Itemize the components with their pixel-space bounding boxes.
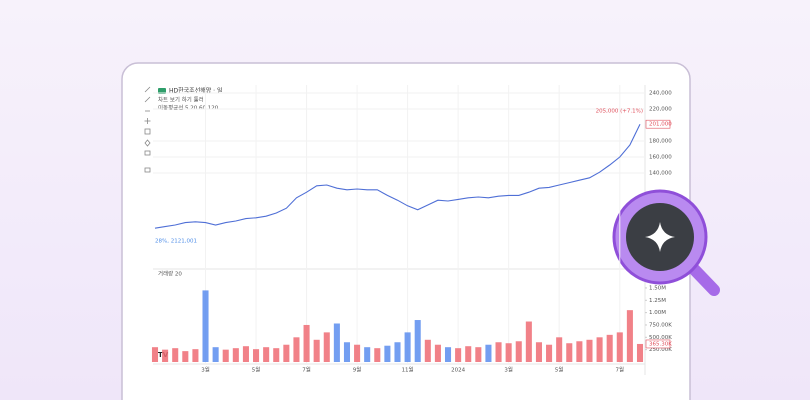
volume-bar xyxy=(606,334,613,362)
volume-bar xyxy=(283,344,290,362)
volume-bar xyxy=(505,343,512,362)
volume-bar xyxy=(636,343,644,362)
y-tick-label: 180,000 xyxy=(649,139,672,145)
price-tag-box xyxy=(645,119,671,129)
volume-bar xyxy=(616,332,623,362)
volume-bar xyxy=(313,339,320,362)
volume-bar xyxy=(475,347,482,362)
y-tick-label: 240,000 xyxy=(649,91,672,97)
subtitle: 차트 보기 하기 툴러 xyxy=(158,96,204,104)
y-tick-label: 160,000 xyxy=(649,155,672,161)
volume-bar xyxy=(596,337,603,362)
volume-bar xyxy=(162,349,169,362)
volume-bar xyxy=(546,344,553,362)
volume-bar xyxy=(465,346,472,362)
x-tick-label: 9월 xyxy=(353,366,362,374)
volume-bar xyxy=(222,349,229,362)
x-tick-label: 7월 xyxy=(302,366,311,374)
x-tick-label: 3월 xyxy=(201,366,210,374)
volume-bar xyxy=(626,310,633,362)
volume-bar xyxy=(485,344,492,362)
volume-bar xyxy=(525,321,532,362)
volume-bar xyxy=(586,339,593,362)
volume-bar xyxy=(434,344,441,362)
volume-bar xyxy=(343,342,351,362)
volume-bar xyxy=(333,323,340,362)
price-line xyxy=(154,123,641,229)
price-tag: 201,000 xyxy=(649,122,672,128)
y-tick-label: 1.50M xyxy=(649,285,666,291)
x-tick-label: 5월 xyxy=(555,366,564,374)
volume-bar xyxy=(273,348,280,362)
volume-bar xyxy=(212,347,219,362)
y-tick-label: 220,000 xyxy=(649,107,672,113)
ma-legend: 이동평균선 5 20 60 120 xyxy=(158,104,219,112)
volume-bar xyxy=(192,349,199,362)
x-tick-label: 7월 xyxy=(616,366,625,374)
volume-bar xyxy=(576,341,583,362)
volume-bar xyxy=(263,347,270,362)
symbol-title: HD한국조선해양 · 일 xyxy=(169,87,223,95)
volume-bar xyxy=(495,342,502,362)
volume-bar xyxy=(515,341,522,362)
volume-bar xyxy=(414,320,421,362)
y-tick-label: 1.25M xyxy=(649,298,666,304)
volume-bar xyxy=(556,337,563,362)
volume-bar xyxy=(323,332,330,362)
volume-bar xyxy=(151,347,159,362)
volume-bar xyxy=(394,342,401,362)
volume-bar xyxy=(172,348,179,362)
volume-bar xyxy=(424,339,431,362)
volume-bar xyxy=(303,324,310,362)
volume-bar xyxy=(566,343,573,362)
volume-bar xyxy=(535,342,542,362)
volume-tag: 365.30K xyxy=(649,341,672,347)
volume-tag-box xyxy=(645,339,671,349)
x-tick-label: 2024 xyxy=(451,368,465,374)
volume-bar xyxy=(444,347,452,362)
volume-bar xyxy=(182,351,189,362)
y-tick-label: 250.00K xyxy=(649,347,672,353)
toolbar xyxy=(144,86,151,173)
x-tick-label: 3월 xyxy=(504,366,513,374)
volume-bar xyxy=(242,346,249,362)
y-tick-label: 140,000 xyxy=(649,171,672,177)
x-tick-label: 5월 xyxy=(252,366,261,374)
y-tick-label: 500.00K xyxy=(649,335,672,341)
y-tick-label: 750.00K xyxy=(649,322,672,328)
volume-legend: 거래량 20 xyxy=(158,270,182,278)
magnifier xyxy=(612,189,720,296)
x-tick-label: 11월 xyxy=(402,366,414,374)
volume-bar xyxy=(455,348,462,362)
annotation: 28%, 2121,001 xyxy=(155,239,197,245)
volume-bar xyxy=(374,348,381,362)
annotation: 205,000 (+7.1%) xyxy=(596,109,643,115)
volume-bar xyxy=(202,290,209,362)
volume-bar xyxy=(354,344,361,362)
volume-bar xyxy=(232,348,239,362)
volume-bar xyxy=(404,332,411,362)
volume-bar xyxy=(253,349,260,362)
volume-bar xyxy=(364,347,371,362)
volume-bar xyxy=(384,345,391,362)
y-tick-label: 1.00M xyxy=(649,310,666,316)
volume-bar xyxy=(293,337,300,362)
